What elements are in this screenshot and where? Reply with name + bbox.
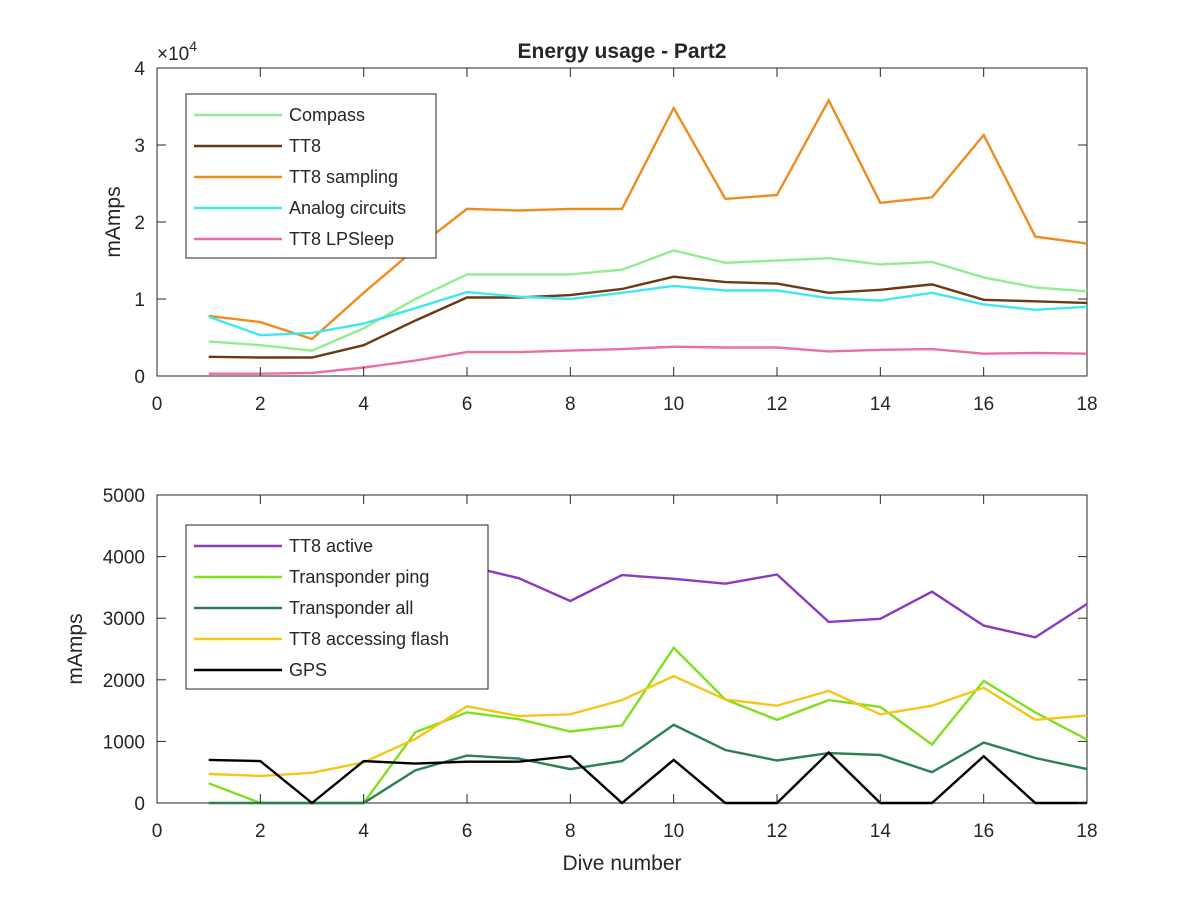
series-line-compass <box>208 249 1088 352</box>
top-legend: Compass TT8 TT8 sampling Analog circuits TT8… <box>185 93 437 259</box>
x-tick-label: 16 <box>973 821 994 842</box>
x-tick-label: 6 <box>462 394 473 415</box>
x-tick-label: 8 <box>565 394 576 415</box>
series-line-tt8-lpsleep <box>208 345 1088 375</box>
legend-label: TT8 accessing flash <box>289 629 449 649</box>
legend-label: TT8 sampling <box>289 167 398 187</box>
legend-label: TT8 active <box>289 536 373 556</box>
x-tick-label: 12 <box>766 394 787 415</box>
series-line-tt8 <box>208 275 1088 359</box>
x-tick-label: 0 <box>152 821 163 842</box>
legend-label: TT8 <box>289 136 321 156</box>
bottom-legend: TT8 active Transponder ping Transponder al… <box>185 524 489 690</box>
y-tick-label: 5000 <box>103 486 145 507</box>
y-tick-label: 2 <box>134 213 145 234</box>
y-tick-label: 3 <box>134 136 145 157</box>
y-tick-label: 4000 <box>103 548 145 569</box>
bottom-subplot: 0 2 4 6 8 10 12 14 16 18 0 1000 2000 3000 4000 5000 mAm… <box>64 486 1098 875</box>
y-tick-label: 0 <box>134 367 145 388</box>
x-tick-label: 10 <box>663 821 684 842</box>
y-tick-label: 1000 <box>103 732 145 753</box>
top-y-axis-label: mAmps <box>102 186 125 257</box>
legend-label: GPS <box>289 660 327 680</box>
bottom-x-axis-label: Dive number <box>562 852 681 875</box>
y-tick-label: 1 <box>134 290 145 311</box>
x-tick-label: 12 <box>766 821 787 842</box>
x-tick-label: 18 <box>1076 394 1097 415</box>
x-tick-label: 2 <box>255 821 266 842</box>
legend-label: Analog circuits <box>289 198 406 218</box>
x-tick-label: 14 <box>870 821 892 842</box>
x-tick-label: 2 <box>255 394 266 415</box>
y-tick-label: 0 <box>134 794 145 815</box>
y-tick-label: 3000 <box>103 609 145 630</box>
legend-label: TT8 LPSleep <box>289 229 394 249</box>
legend-label: Compass <box>289 105 365 125</box>
series-line-tt8-accessing-flash <box>208 674 1088 778</box>
legend-label: Transponder ping <box>289 567 429 587</box>
y-tick-label: 2000 <box>103 671 145 692</box>
x-tick-label: 18 <box>1076 821 1097 842</box>
bottom-y-axis-label: mAmps <box>64 613 87 684</box>
x-tick-label: 10 <box>663 394 684 415</box>
series-line-transponder-all <box>208 723 1088 805</box>
series-line-gps <box>208 750 1087 805</box>
chart-title: Energy usage - Part2 <box>518 40 727 63</box>
top-y-exponent: ×104 <box>157 38 197 65</box>
series-line-analog-circuits <box>208 284 1088 337</box>
x-tick-label: 4 <box>358 821 369 842</box>
x-tick-label: 8 <box>565 821 576 842</box>
x-tick-label: 6 <box>462 821 473 842</box>
x-tick-label: 0 <box>152 394 163 415</box>
legend-label: Transponder all <box>289 598 413 618</box>
series-line-tt8-sampling <box>208 97 1088 341</box>
top-subplot-series <box>208 97 1088 375</box>
x-tick-label: 16 <box>973 394 994 415</box>
x-tick-label: 14 <box>870 394 892 415</box>
y-tick-label: 4 <box>134 59 145 80</box>
bottom-subplot-ticks: 0 2 4 6 8 10 12 14 16 18 0 1000 2000 3000 4000 5000 <box>103 486 1098 842</box>
x-tick-label: 4 <box>358 394 369 415</box>
